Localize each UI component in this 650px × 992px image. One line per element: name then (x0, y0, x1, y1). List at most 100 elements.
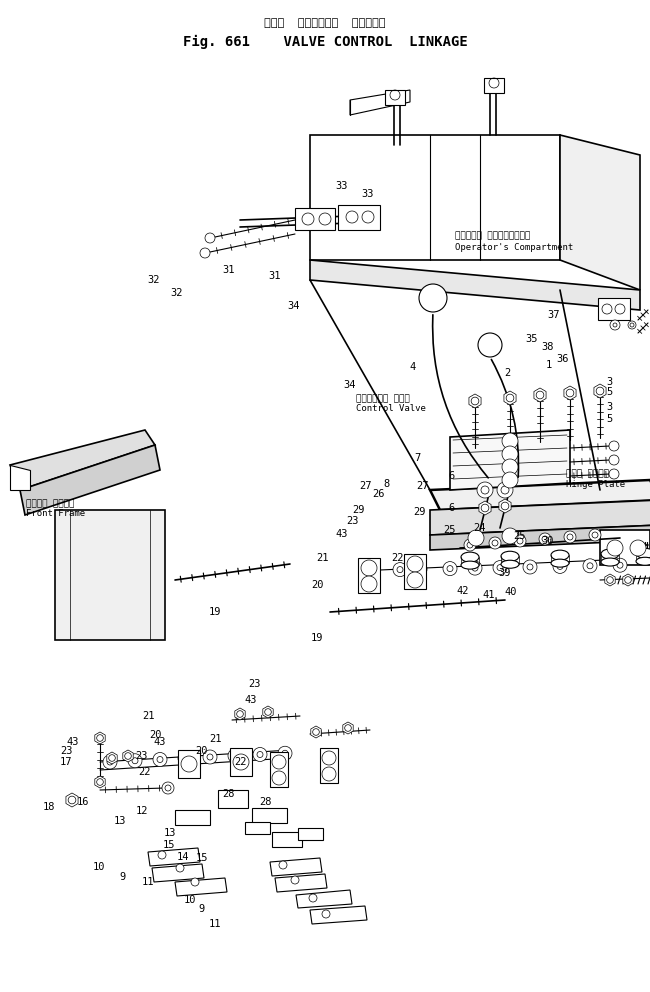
Circle shape (165, 785, 171, 791)
Circle shape (278, 746, 292, 760)
Circle shape (322, 751, 336, 765)
Circle shape (630, 540, 646, 556)
Polygon shape (107, 752, 117, 764)
Circle shape (596, 387, 604, 395)
Circle shape (497, 482, 513, 498)
Text: 27: 27 (416, 481, 429, 491)
Text: 25: 25 (514, 531, 526, 541)
Polygon shape (152, 864, 204, 882)
Text: 32: 32 (147, 275, 160, 285)
Text: 20: 20 (195, 746, 208, 756)
Circle shape (279, 861, 287, 869)
Circle shape (407, 556, 423, 572)
Circle shape (361, 576, 377, 592)
Bar (218, 790, 248, 808)
Text: フロント フレーム: フロント フレーム (26, 499, 74, 509)
Text: 43: 43 (153, 737, 166, 747)
Circle shape (617, 562, 623, 568)
Text: オペレータ コンパートメント: オペレータ コンパートメント (455, 231, 530, 241)
Circle shape (417, 566, 423, 572)
Bar (320, 748, 338, 783)
Circle shape (557, 563, 563, 569)
Text: 18: 18 (42, 803, 55, 812)
Polygon shape (479, 501, 491, 515)
Circle shape (506, 394, 514, 402)
Text: 43: 43 (66, 737, 79, 747)
Circle shape (125, 753, 131, 759)
Polygon shape (275, 874, 327, 892)
Text: 1: 1 (546, 360, 552, 370)
Circle shape (602, 304, 612, 314)
Text: 23: 23 (135, 751, 148, 761)
Circle shape (237, 710, 243, 717)
Circle shape (272, 755, 286, 769)
Circle shape (257, 752, 263, 758)
Circle shape (361, 560, 377, 576)
Circle shape (309, 894, 317, 902)
Circle shape (477, 482, 493, 498)
Polygon shape (123, 750, 133, 762)
Ellipse shape (501, 560, 519, 568)
Text: 4: 4 (410, 362, 416, 372)
Text: 34: 34 (287, 301, 300, 310)
Bar (358, 558, 380, 593)
Text: 19: 19 (311, 633, 324, 643)
Ellipse shape (501, 552, 519, 561)
Circle shape (397, 566, 403, 572)
Ellipse shape (461, 561, 479, 569)
Circle shape (103, 755, 117, 769)
Circle shape (517, 538, 523, 544)
Bar (178, 750, 200, 778)
Text: 6: 6 (448, 503, 455, 513)
Text: 9: 9 (198, 904, 205, 914)
Text: 22: 22 (138, 767, 151, 777)
Polygon shape (430, 500, 650, 535)
Text: 29: 29 (352, 505, 365, 515)
Bar (252, 808, 287, 823)
Text: 23: 23 (248, 680, 261, 689)
Circle shape (346, 211, 358, 223)
Circle shape (539, 533, 551, 545)
Text: 5: 5 (606, 414, 613, 424)
Text: 13: 13 (164, 828, 177, 838)
Circle shape (233, 754, 249, 770)
Circle shape (232, 753, 238, 759)
Circle shape (443, 561, 457, 575)
Circle shape (253, 748, 267, 762)
Circle shape (464, 539, 476, 551)
Text: 21: 21 (316, 553, 329, 562)
Polygon shape (343, 722, 353, 734)
Text: 16: 16 (77, 797, 90, 806)
Circle shape (162, 782, 174, 794)
Text: 43: 43 (335, 529, 348, 539)
Circle shape (203, 750, 217, 764)
Text: バルブ  コントロール  リンケージ: バルブ コントロール リンケージ (265, 18, 385, 28)
Polygon shape (594, 384, 606, 398)
Text: 24: 24 (473, 523, 486, 533)
Circle shape (200, 248, 210, 258)
Circle shape (176, 864, 184, 872)
Circle shape (502, 459, 518, 475)
Circle shape (282, 750, 288, 756)
Text: 19: 19 (208, 607, 221, 617)
Text: 33: 33 (335, 182, 348, 191)
Circle shape (191, 878, 199, 886)
Circle shape (447, 565, 453, 571)
Circle shape (610, 320, 620, 330)
Circle shape (272, 771, 286, 785)
Circle shape (502, 528, 518, 544)
Text: 3: 3 (606, 402, 613, 412)
Bar (175, 810, 210, 825)
Polygon shape (623, 574, 633, 586)
Circle shape (68, 797, 76, 804)
Circle shape (393, 562, 407, 576)
Text: 21: 21 (209, 734, 222, 744)
Polygon shape (55, 510, 165, 640)
Circle shape (153, 753, 167, 767)
Polygon shape (175, 878, 227, 896)
Text: Control Valve: Control Valve (356, 404, 426, 414)
Text: 12: 12 (135, 806, 148, 816)
Text: 6: 6 (448, 471, 455, 481)
Text: 43: 43 (244, 695, 257, 705)
Text: 10: 10 (184, 895, 197, 905)
